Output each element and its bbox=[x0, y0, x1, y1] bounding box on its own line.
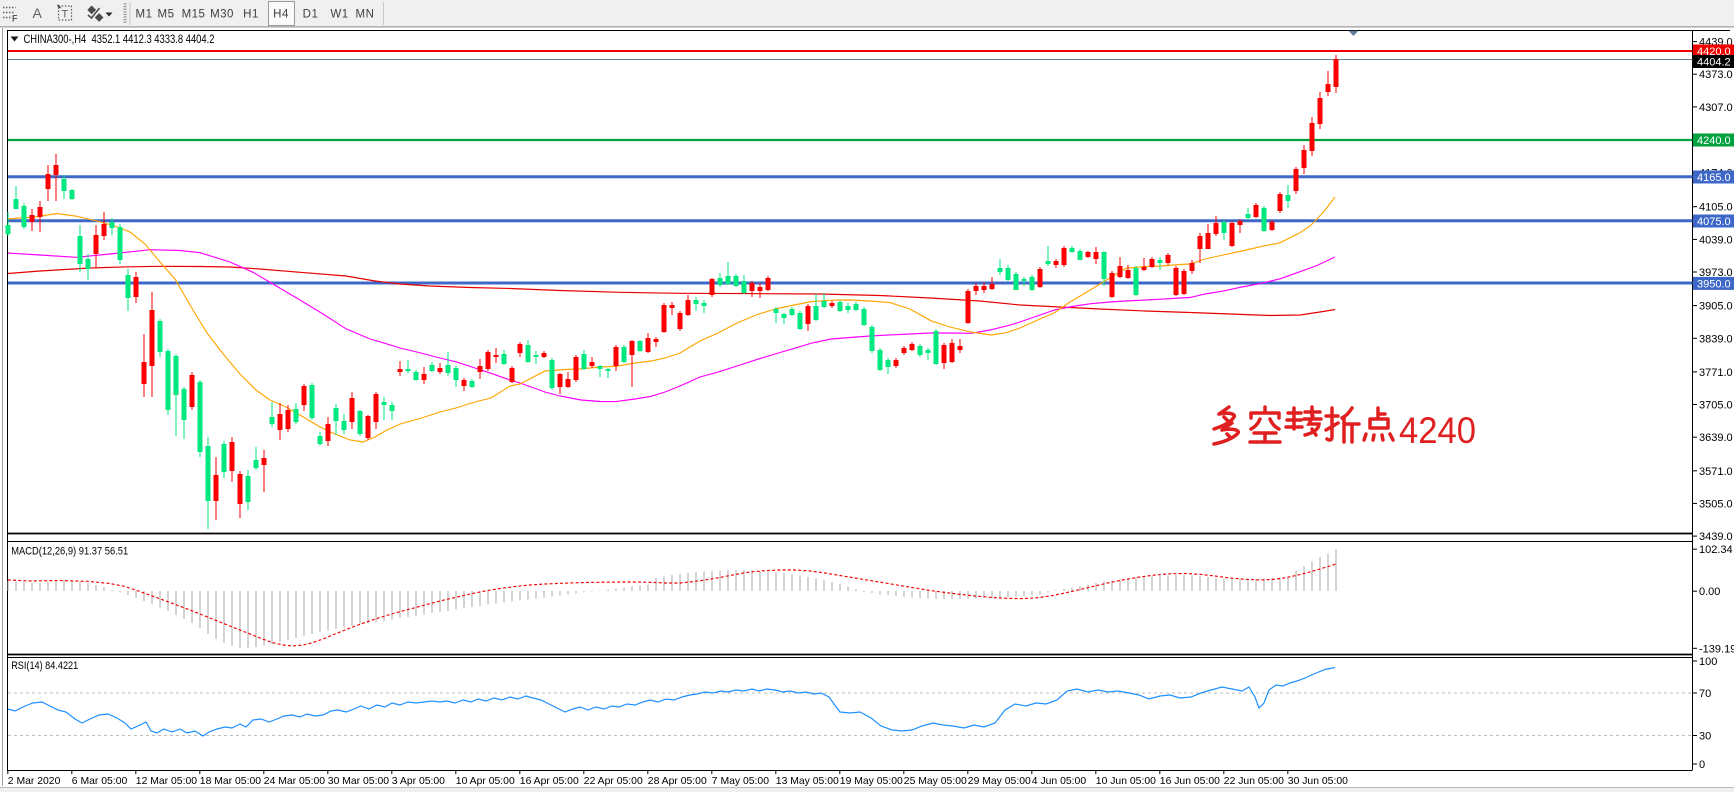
svg-text:4075.0: 4075.0 bbox=[1697, 216, 1731, 228]
svg-text:M30: M30 bbox=[210, 9, 234, 21]
svg-text:3705.0: 3705.0 bbox=[1699, 400, 1733, 412]
svg-text:3973.0: 3973.0 bbox=[1699, 267, 1733, 279]
svg-text:16 Jun 05:00: 16 Jun 05:00 bbox=[1160, 776, 1220, 787]
svg-text:4240: 4240 bbox=[1399, 409, 1476, 451]
svg-text:0: 0 bbox=[1699, 759, 1705, 771]
svg-text:30: 30 bbox=[1699, 731, 1711, 743]
svg-text:3639.0: 3639.0 bbox=[1699, 432, 1733, 444]
svg-text:19 May 05:00: 19 May 05:00 bbox=[840, 776, 903, 787]
svg-text:6 Mar 05:00: 6 Mar 05:00 bbox=[72, 776, 128, 787]
svg-text:22 Jun 05:00: 22 Jun 05:00 bbox=[1224, 776, 1284, 787]
svg-text:3905.0: 3905.0 bbox=[1699, 301, 1733, 313]
svg-text:30 Mar 05:00: 30 Mar 05:00 bbox=[328, 776, 389, 787]
svg-text:W1: W1 bbox=[330, 9, 348, 21]
svg-text:22 Apr 05:00: 22 Apr 05:00 bbox=[584, 776, 643, 787]
svg-text:12 Mar 05:00: 12 Mar 05:00 bbox=[136, 776, 197, 787]
svg-text:28 Apr 05:00: 28 Apr 05:00 bbox=[648, 776, 707, 787]
svg-text:3 Apr 05:00: 3 Apr 05:00 bbox=[392, 776, 445, 787]
svg-text:2 Mar 2020: 2 Mar 2020 bbox=[8, 776, 61, 787]
svg-text:MN: MN bbox=[356, 9, 375, 21]
svg-text:3505.0: 3505.0 bbox=[1699, 498, 1733, 510]
svg-text:25 May 05:00: 25 May 05:00 bbox=[904, 776, 967, 787]
svg-text:M5: M5 bbox=[158, 9, 175, 21]
svg-text:0.00: 0.00 bbox=[1699, 586, 1720, 598]
svg-text:18 Mar 05:00: 18 Mar 05:00 bbox=[200, 776, 261, 787]
svg-text:13 May 05:00: 13 May 05:00 bbox=[776, 776, 839, 787]
svg-text:M1: M1 bbox=[136, 9, 153, 21]
svg-text:24 Mar 05:00: 24 Mar 05:00 bbox=[264, 776, 325, 787]
svg-text:10 Apr 05:00: 10 Apr 05:00 bbox=[456, 776, 515, 787]
svg-text:29 May 05:00: 29 May 05:00 bbox=[968, 776, 1031, 787]
svg-text:10 Jun 05:00: 10 Jun 05:00 bbox=[1096, 776, 1156, 787]
svg-text:H1: H1 bbox=[243, 9, 259, 21]
svg-text:A: A bbox=[33, 5, 43, 21]
svg-text:3771.0: 3771.0 bbox=[1699, 367, 1733, 379]
svg-text:30 Jun 05:00: 30 Jun 05:00 bbox=[1288, 776, 1348, 787]
svg-text:F: F bbox=[12, 14, 18, 24]
svg-text:T: T bbox=[62, 9, 69, 21]
svg-text:3439.0: 3439.0 bbox=[1699, 531, 1733, 543]
svg-text:4165.0: 4165.0 bbox=[1697, 172, 1731, 184]
svg-text:4307.0: 4307.0 bbox=[1699, 102, 1733, 114]
svg-text:3571.0: 3571.0 bbox=[1699, 466, 1733, 478]
svg-text:4373.0: 4373.0 bbox=[1699, 69, 1733, 81]
svg-text:RSI(14) 84.4221: RSI(14) 84.4221 bbox=[11, 660, 78, 672]
svg-text:H4: H4 bbox=[273, 9, 289, 21]
svg-text:D1: D1 bbox=[303, 9, 319, 21]
svg-text:M15: M15 bbox=[182, 9, 206, 21]
svg-text:4404.2: 4404.2 bbox=[1697, 57, 1731, 69]
svg-text:16 Apr 05:00: 16 Apr 05:00 bbox=[520, 776, 579, 787]
svg-text:100: 100 bbox=[1699, 656, 1717, 668]
svg-text:70: 70 bbox=[1699, 688, 1711, 700]
svg-text:4105.0: 4105.0 bbox=[1699, 202, 1733, 214]
svg-text:-139.19: -139.19 bbox=[1699, 643, 1734, 655]
svg-text:CHINA300-,H4 4352.1 4412.3 43: CHINA300-,H4 4352.1 4412.3 4333.8 4404.2 bbox=[24, 32, 215, 46]
svg-text:4 Jun 05:00: 4 Jun 05:00 bbox=[1032, 776, 1087, 787]
svg-text:4039.0: 4039.0 bbox=[1699, 234, 1733, 246]
svg-text:4240.0: 4240.0 bbox=[1697, 135, 1731, 147]
svg-text:3950.0: 3950.0 bbox=[1697, 278, 1731, 290]
svg-text:MACD(12,26,9) 91.37 56.51: MACD(12,26,9) 91.37 56.51 bbox=[11, 546, 128, 558]
svg-text:102.34: 102.34 bbox=[1699, 544, 1733, 556]
svg-text:7 May 05:00: 7 May 05:00 bbox=[712, 776, 769, 787]
svg-text:3839.0: 3839.0 bbox=[1699, 333, 1733, 345]
